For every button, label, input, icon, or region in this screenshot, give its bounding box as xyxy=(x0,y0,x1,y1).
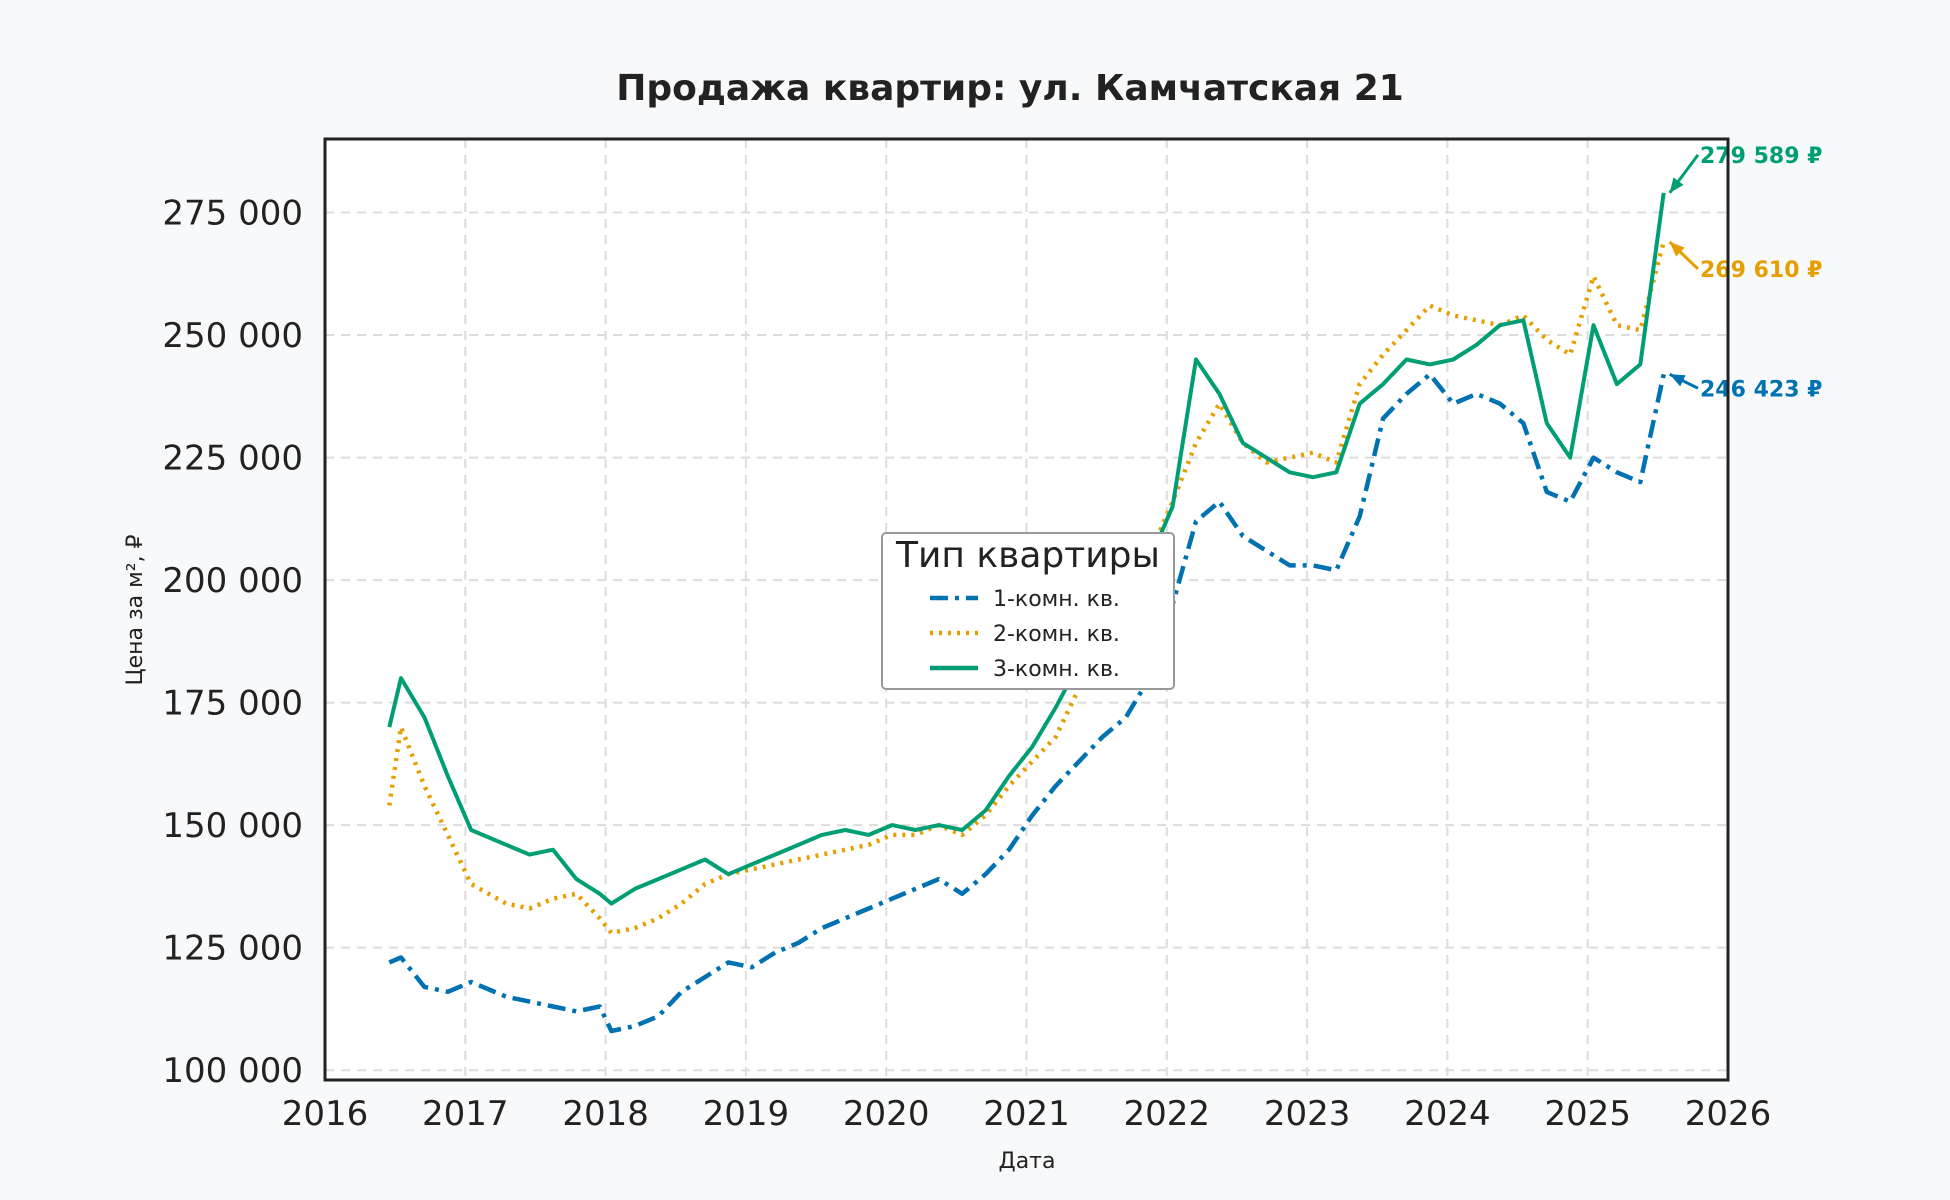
legend-item-label: 3-комн. кв. xyxy=(993,657,1120,682)
x-axis-label: Дата xyxy=(999,1149,1056,1174)
y-tick-label: 125 000 xyxy=(162,929,303,969)
y-axis-ticks: 100 000 125 000 150 000 175 000 200 000 225 0… xyxy=(162,194,303,1092)
y-tick-label: 150 000 xyxy=(162,806,303,846)
y-tick-label: 225 000 xyxy=(162,439,303,479)
annotation-arrowhead xyxy=(1669,177,1684,193)
annotation-arrowhead xyxy=(1669,374,1686,387)
legend-item-label: 1-комн. кв. xyxy=(993,587,1120,612)
y-tick-label: 175 000 xyxy=(162,684,303,724)
x-tick-label: 2026 xyxy=(1685,1094,1772,1134)
legend: Тип квартиры 1-комн. кв. 2-комн. кв. 3-ком… xyxy=(881,532,1175,690)
x-tick-label: 2023 xyxy=(1264,1094,1351,1134)
x-tick-label: 2025 xyxy=(1544,1094,1631,1134)
chart-title: Продажа квартир: ул. Камчатская 21 xyxy=(616,68,1404,109)
series-line xyxy=(387,192,1666,906)
last-value-label: 269 610 ₽ xyxy=(1700,258,1822,283)
x-tick-label: 2024 xyxy=(1404,1094,1491,1134)
legend-title: Тип квартиры xyxy=(895,535,1160,576)
y-tick-label: 200 000 xyxy=(162,561,303,601)
x-axis-ticks: 2016 2017 2018 2019 2020 2021 2022 2023 2024 2025… xyxy=(282,1094,1772,1134)
legend-item-label: 2-комн. кв. xyxy=(993,622,1120,647)
legend-box xyxy=(881,532,1175,690)
x-tick-label: 2018 xyxy=(562,1094,649,1134)
x-tick-label: 2016 xyxy=(282,1094,369,1134)
y-tick-label: 250 000 xyxy=(162,316,303,356)
last-value-label: 246 423 ₽ xyxy=(1700,377,1822,402)
annotation-arrowhead xyxy=(1669,241,1685,257)
x-tick-label: 2019 xyxy=(703,1094,790,1134)
x-tick-label: 2020 xyxy=(843,1094,930,1134)
x-tick-label: 2017 xyxy=(422,1094,509,1134)
y-tick-label: 100 000 xyxy=(162,1051,303,1091)
plot-frame xyxy=(323,137,1730,1082)
y-tick-label: 275 000 xyxy=(162,194,303,234)
x-tick-label: 2021 xyxy=(983,1094,1070,1134)
y-axis-label: Цена за м², ₽ xyxy=(123,534,148,685)
series-line xyxy=(387,241,1666,936)
x-tick-label: 2022 xyxy=(1124,1094,1211,1134)
last-value-annotations: 246 423 ₽ 269 610 ₽ 279 589 ₽ xyxy=(1668,144,1822,402)
last-value-label: 279 589 ₽ xyxy=(1700,144,1822,169)
series-lines xyxy=(387,192,1666,1034)
series-line xyxy=(388,372,1666,1034)
